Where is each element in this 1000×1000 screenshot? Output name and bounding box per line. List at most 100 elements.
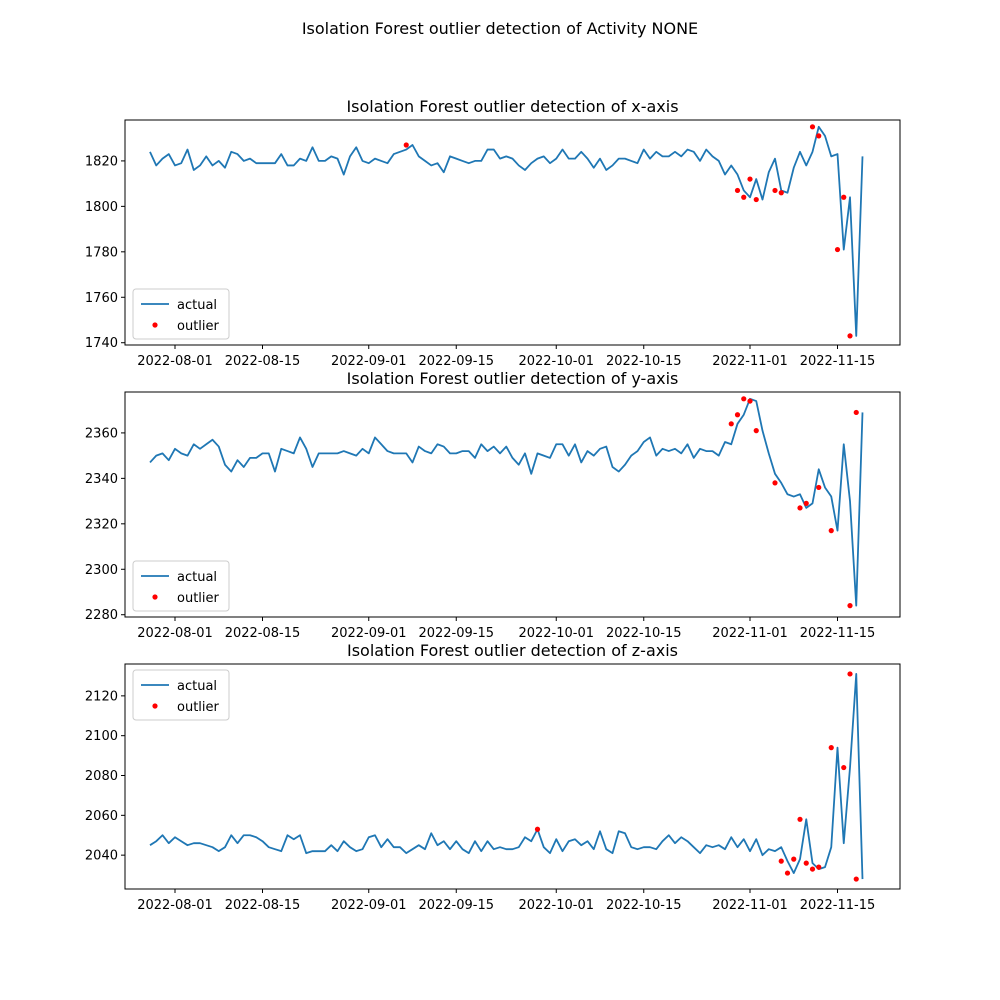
- x-tick-label: 2022-10-01: [518, 898, 594, 913]
- outlier-point: [816, 133, 822, 139]
- x-tick-label: 2022-09-15: [418, 898, 494, 913]
- outlier-point: [753, 196, 759, 203]
- y-tick-label: 1740: [85, 336, 118, 351]
- outlier-point: [834, 246, 841, 253]
- series-line-actual: [149, 673, 864, 880]
- outlier-point: [734, 187, 741, 194]
- subplot-title: Isolation Forest outlier detection of y-…: [347, 369, 679, 388]
- outlier-point: [741, 194, 747, 200]
- x-tick-label: 2022-10-01: [518, 626, 594, 641]
- axes-frame: [124, 663, 901, 890]
- x-tick-label: 2022-09-15: [418, 626, 494, 641]
- x-tick-label: 2022-08-01: [137, 898, 213, 913]
- outlier-point: [841, 194, 847, 200]
- outlier-point: [778, 190, 784, 196]
- outlier-point: [741, 396, 747, 402]
- x-tick-label: 2022-08-15: [225, 354, 301, 369]
- outlier-point: [847, 671, 853, 677]
- outlier-point: [797, 505, 803, 511]
- series-line-actual: [149, 125, 864, 337]
- y-tick-label: 2340: [85, 472, 118, 487]
- figure-suptitle: Isolation Forest outlier detection of Ac…: [302, 19, 698, 38]
- x-tick-label: 2022-08-01: [137, 354, 213, 369]
- outlier-point: [847, 333, 853, 339]
- outlier-point: [809, 866, 816, 872]
- y-tick-label: 2100: [85, 729, 118, 744]
- x-tick-label: 2022-10-15: [606, 898, 682, 913]
- y-tick-label: 2300: [85, 563, 118, 578]
- outlier-point: [847, 603, 853, 609]
- x-tick-label: 2022-11-01: [712, 354, 788, 369]
- outlier-point: [828, 528, 834, 534]
- y-tick-label: 2040: [85, 849, 118, 864]
- outlier-point: [753, 428, 759, 434]
- outlier-point: [809, 124, 816, 130]
- legend: actual outlier: [132, 560, 230, 612]
- outlier-point: [853, 876, 859, 882]
- legend-label-actual: actual: [177, 679, 217, 694]
- y-tick-label: 2320: [85, 517, 118, 532]
- y-tick-label: 2080: [85, 769, 118, 784]
- x-tick-label: 2022-08-15: [225, 898, 301, 913]
- outlier-point: [816, 484, 822, 491]
- axes-frame: [124, 119, 901, 346]
- outlier-point: [772, 480, 778, 486]
- x-tick-label: 2022-11-15: [800, 626, 876, 641]
- legend-label-actual: actual: [177, 570, 217, 585]
- outlier-point: [816, 864, 822, 870]
- x-tick-label: 2022-09-01: [331, 898, 407, 913]
- legend-label-outlier: outlier: [177, 319, 220, 334]
- y-tick-label: 1820: [85, 154, 118, 169]
- x-tick-label: 2022-11-15: [800, 354, 876, 369]
- y-tick-label: 1780: [85, 245, 118, 260]
- subplot-3: Isolation Forest outlier detection of z-…: [85, 641, 901, 913]
- x-tick-label: 2022-11-01: [712, 626, 788, 641]
- legend-label-outlier: outlier: [177, 700, 220, 715]
- x-tick-label: 2022-10-15: [606, 354, 682, 369]
- outlier-point: [841, 764, 847, 771]
- outlier-point: [403, 142, 409, 148]
- x-tick-label: 2022-10-01: [518, 354, 594, 369]
- outlier-point: [734, 412, 741, 418]
- y-tick-label: 2120: [85, 689, 118, 704]
- y-tick-label: 2280: [85, 608, 118, 623]
- legend-label-outlier: outlier: [177, 591, 220, 606]
- x-tick-label: 2022-08-15: [225, 626, 301, 641]
- outlier-point: [828, 745, 834, 751]
- subplot-title: Isolation Forest outlier detection of x-…: [346, 97, 678, 116]
- x-tick-label: 2022-08-01: [137, 626, 213, 641]
- legend-marker-swatch: [152, 594, 158, 600]
- series-line-actual: [149, 397, 864, 607]
- outlier-point: [772, 187, 778, 194]
- y-tick-label: 1800: [85, 200, 118, 215]
- legend-label-actual: actual: [177, 298, 217, 313]
- outlier-point: [853, 409, 859, 416]
- subplot-title: Isolation Forest outlier detection of z-…: [347, 641, 678, 660]
- y-tick-label: 2360: [85, 426, 118, 441]
- legend-marker-swatch: [152, 322, 158, 328]
- x-tick-label: 2022-11-01: [712, 898, 788, 913]
- y-tick-label: 2060: [85, 809, 118, 824]
- outlier-point: [803, 860, 809, 866]
- x-tick-label: 2022-09-15: [418, 354, 494, 369]
- legend: actual outlier: [132, 288, 230, 340]
- outlier-point: [747, 176, 753, 182]
- axes-frame: [124, 391, 901, 618]
- outlier-point: [784, 870, 791, 876]
- legend-marker-swatch: [152, 703, 158, 709]
- x-tick-label: 2022-09-01: [331, 626, 407, 641]
- outlier-point: [747, 398, 753, 404]
- outlier-point: [791, 856, 797, 862]
- subplot-1: Isolation Forest outlier detection of x-…: [85, 97, 901, 369]
- subplots: Isolation Forest outlier detection of x-…: [85, 97, 901, 913]
- outlier-point: [778, 858, 784, 864]
- outlier-point: [534, 826, 541, 832]
- outlier-point: [803, 500, 809, 506]
- legend: actual outlier: [132, 669, 230, 721]
- outlier-point: [728, 421, 734, 427]
- x-tick-label: 2022-11-15: [800, 898, 876, 913]
- y-tick-label: 1760: [85, 291, 118, 306]
- outlier-point: [797, 816, 803, 822]
